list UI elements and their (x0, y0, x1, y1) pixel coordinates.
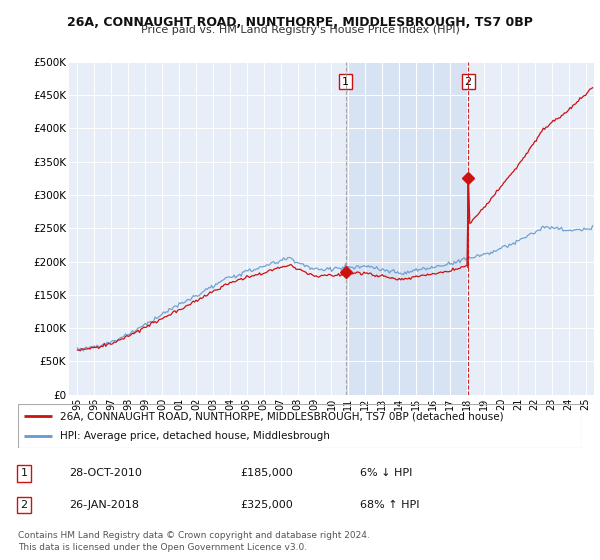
Text: 1: 1 (342, 77, 349, 87)
Text: 2: 2 (20, 500, 28, 510)
Text: 2: 2 (464, 77, 472, 87)
Text: 28-OCT-2010: 28-OCT-2010 (69, 468, 142, 478)
Bar (346, 62, 468, 395)
Text: Contains HM Land Registry data © Crown copyright and database right 2024.
This d: Contains HM Land Registry data © Crown c… (18, 531, 370, 552)
Text: £325,000: £325,000 (240, 500, 293, 510)
Text: 26A, CONNAUGHT ROAD, NUNTHORPE, MIDDLESBROUGH, TS7 0BP: 26A, CONNAUGHT ROAD, NUNTHORPE, MIDDLESB… (67, 16, 533, 29)
Text: Price paid vs. HM Land Registry's House Price Index (HPI): Price paid vs. HM Land Registry's House … (140, 25, 460, 35)
Text: 26A, CONNAUGHT ROAD, NUNTHORPE, MIDDLESBROUGH, TS7 0BP (detached house): 26A, CONNAUGHT ROAD, NUNTHORPE, MIDDLESB… (60, 411, 504, 421)
Text: HPI: Average price, detached house, Middlesbrough: HPI: Average price, detached house, Midd… (60, 431, 330, 441)
Text: 68% ↑ HPI: 68% ↑ HPI (360, 500, 419, 510)
Text: £185,000: £185,000 (240, 468, 293, 478)
Text: 6% ↓ HPI: 6% ↓ HPI (360, 468, 412, 478)
Text: 26-JAN-2018: 26-JAN-2018 (69, 500, 139, 510)
Text: 1: 1 (20, 468, 28, 478)
